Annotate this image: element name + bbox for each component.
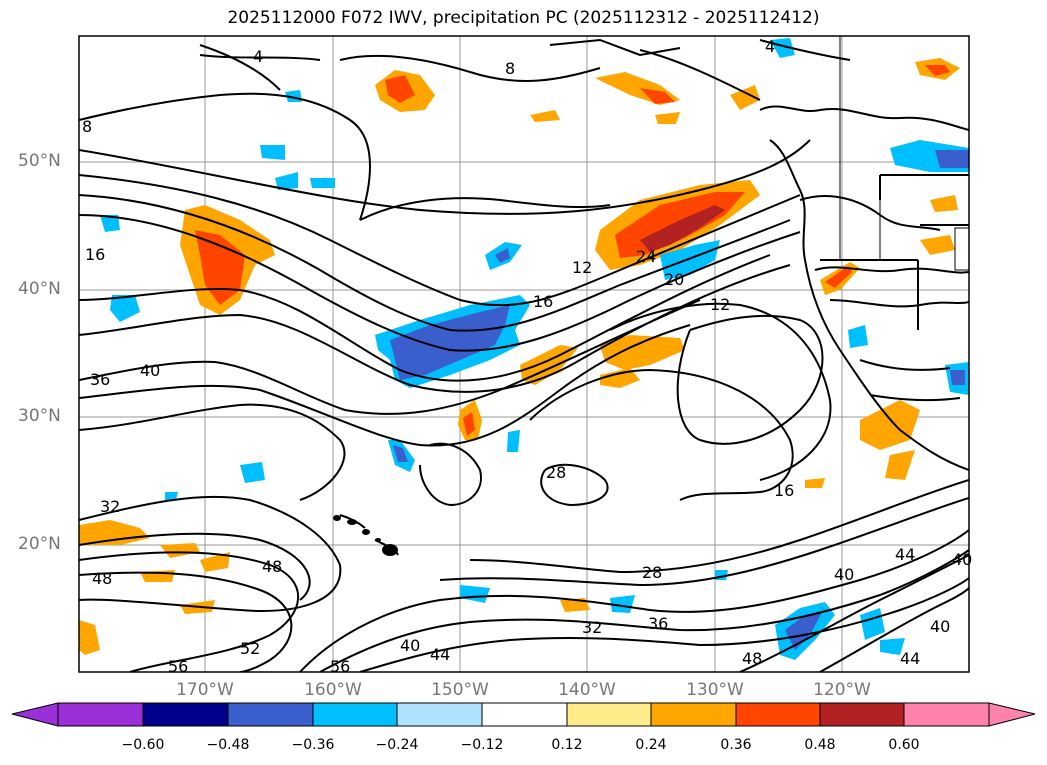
negative-anomaly-areas: [100, 38, 969, 660]
contour-label: 28: [642, 563, 662, 582]
colorbar-tick-label: 0.12: [551, 737, 583, 753]
contour-label: 8: [505, 59, 515, 78]
contour-label: 44: [430, 645, 450, 664]
contour-label: 48: [262, 557, 282, 576]
contour-label: 32: [100, 497, 120, 516]
contour-label: 40: [952, 550, 972, 569]
lon-label: 150°W: [431, 680, 489, 700]
lon-label: 160°W: [304, 680, 362, 700]
colorbar-extend-low: [11, 702, 59, 727]
lat-label: 30°N: [18, 406, 61, 426]
lon-label: 140°W: [558, 680, 616, 700]
contour-label: 4: [765, 37, 775, 56]
contour-label: 40: [140, 361, 160, 380]
contour-label: 48: [92, 569, 112, 588]
lon-label: 130°W: [686, 680, 744, 700]
contour-label: 56: [168, 657, 188, 676]
lat-label: 20°N: [18, 534, 61, 554]
contour-label: 16: [533, 292, 553, 311]
lat-label: 40°N: [18, 279, 61, 299]
contour-label: 56: [330, 657, 350, 676]
contour-label-group: 4 4 8 8 16 32 36 40 48 48 52 56 56 40 44…: [82, 37, 972, 676]
contour-label: 40: [834, 565, 854, 584]
iwv-contours: [79, 39, 969, 672]
colorbar-tick-label: −0.24: [375, 737, 419, 753]
colorbar: [11, 702, 1036, 727]
state-boundaries: [839, 36, 969, 271]
contour-label: 44: [895, 545, 915, 564]
colorbar-tick-label: −0.36: [291, 737, 335, 753]
contour-label: 16: [774, 481, 794, 500]
contour-label: 52: [240, 639, 260, 658]
contour-label: 28: [546, 463, 566, 482]
contour-label: 16: [85, 245, 105, 264]
colorbar-extend-high: [988, 702, 1036, 727]
contour-label: 8: [82, 117, 92, 136]
lon-label: 120°W: [813, 680, 871, 700]
contour-label: 40: [400, 636, 420, 655]
colorbar-tick-label: −0.48: [206, 737, 250, 753]
lat-label: 50°N: [18, 151, 61, 171]
colorbar-tick-label: 0.60: [888, 737, 920, 753]
coastlines: [199, 38, 969, 556]
contour-label: 12: [572, 258, 592, 277]
colorbar-tick-label: 0.48: [804, 737, 836, 753]
lon-label: 170°W: [176, 680, 234, 700]
contour-label: 4: [253, 47, 263, 66]
contour-label: 20: [664, 270, 684, 289]
colorbar-tick-label: 0.24: [635, 737, 667, 753]
colorbar-tick-label: −0.12: [460, 737, 504, 753]
contour-label: 32: [582, 618, 602, 637]
map-title: 2025112000 F072 IWV, precipitation PC (2…: [227, 8, 820, 28]
contour-label: 12: [710, 295, 730, 314]
contour-label: 40: [930, 617, 950, 636]
colorbar-tick-label: −0.60: [121, 737, 165, 753]
hawaii-islands: [333, 515, 398, 556]
contour-label: 44: [900, 649, 920, 668]
colorbar-tick-label: 0.36: [720, 737, 752, 753]
contour-label: 48: [742, 649, 762, 668]
contour-label: 36: [90, 370, 110, 389]
map-frame: [78, 35, 970, 673]
contour-label: 24: [636, 247, 656, 266]
contour-label: 36: [648, 614, 668, 633]
